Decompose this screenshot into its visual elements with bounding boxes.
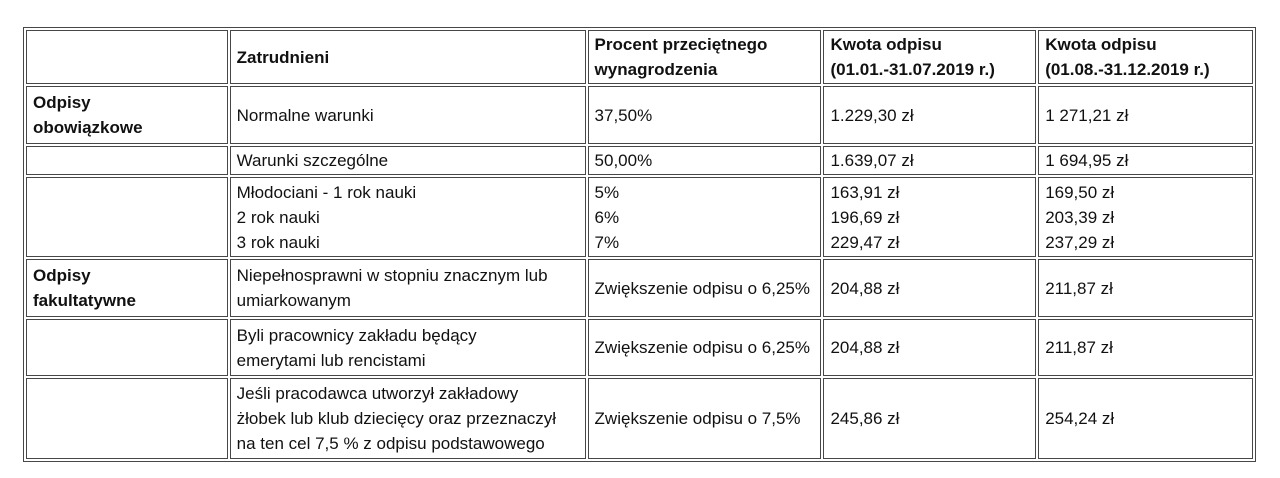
cell-amount-jan-jul: 163,91 zł 196,69 zł 229,47 zł [823, 177, 1037, 257]
cell-category [26, 146, 228, 175]
cell-amount-jan-jul: 245,86 zł [823, 378, 1037, 459]
table-row: Jeśli pracodawca utworzył zakładowy żłob… [26, 378, 1253, 459]
header-row: Zatrudnieni Procent przeciętnego wynagro… [26, 30, 1253, 84]
page: Zatrudnieni Procent przeciętnego wynagro… [23, 27, 1256, 462]
cell-amount-jan-jul: 1.639,07 zł [823, 146, 1037, 175]
cell-amount-aug-dec: 211,87 zł [1038, 319, 1253, 376]
table-row: Młodociani - 1 rok nauki 2 rok nauki 3 r… [26, 177, 1253, 257]
cell-category: Odpisy obowiązkowe [26, 86, 228, 144]
cell-category [26, 177, 228, 257]
cell-amount-jan-jul: 204,88 zł [823, 319, 1037, 376]
header-cell-category [26, 30, 228, 84]
header-cell-employed: Zatrudnieni [229, 30, 586, 84]
cell-category [26, 378, 228, 459]
cell-percent: 50,00% [587, 146, 822, 175]
cell-amount-aug-dec: 211,87 zł [1038, 259, 1253, 317]
cell-amount-aug-dec: 1 694,95 zł [1038, 146, 1253, 175]
cell-percent: Zwiększenie odpisu o 6,25% [587, 319, 822, 376]
cell-employed: Niepełnosprawni w stopniu znacznym lub u… [229, 259, 586, 317]
cell-employed: Normalne warunki [229, 86, 586, 144]
header-cell-amount-aug-dec: Kwota odpisu (01.08.-31.12.2019 r.) [1038, 30, 1253, 84]
table-row: Odpisy fakultatywne Niepełnosprawni w st… [26, 259, 1253, 317]
cell-amount-aug-dec: 169,50 zł 203,39 zł 237,29 zł [1038, 177, 1253, 257]
cell-employed: Jeśli pracodawca utworzył zakładowy żłob… [229, 378, 586, 459]
table-row: Byli pracownicy zakładu będący emerytami… [26, 319, 1253, 376]
cell-employed: Młodociani - 1 rok nauki 2 rok nauki 3 r… [229, 177, 586, 257]
table-row: Warunki szczególne 50,00% 1.639,07 zł 1 … [26, 146, 1253, 175]
cell-employed: Byli pracownicy zakładu będący emerytami… [229, 319, 586, 376]
header-cell-percent: Procent przeciętnego wynagrodzenia [587, 30, 822, 84]
cell-amount-aug-dec: 254,24 zł [1038, 378, 1253, 459]
cell-category: Odpisy fakultatywne [26, 259, 228, 317]
cell-percent: 37,50% [587, 86, 822, 144]
cell-percent: 5% 6% 7% [587, 177, 822, 257]
cell-employed: Warunki szczególne [229, 146, 586, 175]
cell-percent: Zwiększenie odpisu o 6,25% [587, 259, 822, 317]
table-row: Odpisy obowiązkowe Normalne warunki 37,5… [26, 86, 1253, 144]
header-cell-amount-jan-jul: Kwota odpisu (01.01.-31.07.2019 r.) [823, 30, 1037, 84]
cell-category [26, 319, 228, 376]
cell-amount-aug-dec: 1 271,21 zł [1038, 86, 1253, 144]
cell-amount-jan-jul: 204,88 zł [823, 259, 1037, 317]
cell-percent: Zwiększenie odpisu o 7,5% [587, 378, 822, 459]
odpisy-zfss-table: Zatrudnieni Procent przeciętnego wynagro… [23, 27, 1256, 462]
cell-amount-jan-jul: 1.229,30 zł [823, 86, 1037, 144]
